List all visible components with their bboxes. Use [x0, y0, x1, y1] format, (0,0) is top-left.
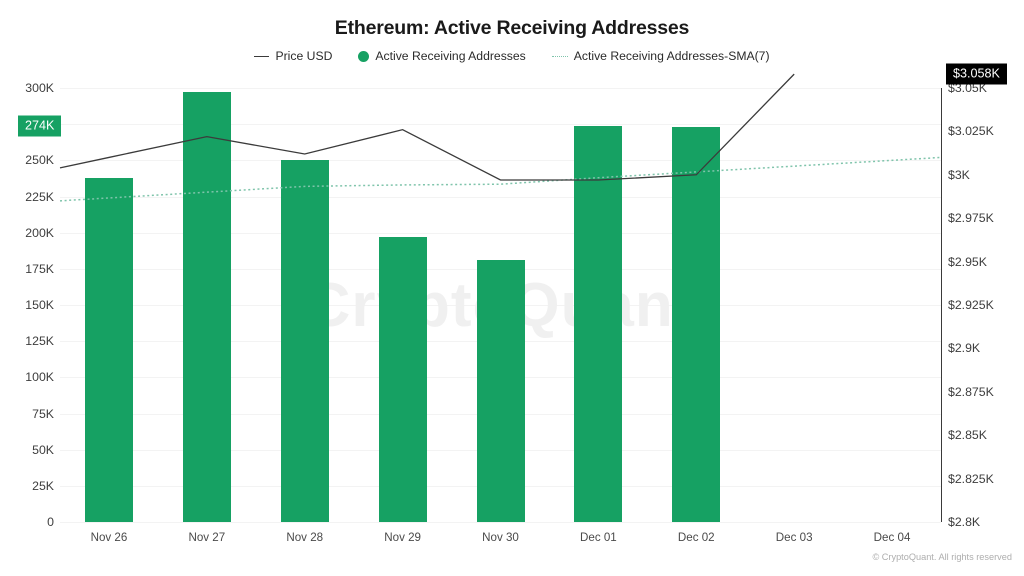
x-axis-tick: Dec 03	[776, 531, 813, 544]
y-axis-right-tick: $2.85K	[948, 428, 987, 442]
x-axis-tick: Nov 29	[384, 531, 421, 544]
x-axis-tick: Dec 02	[678, 531, 715, 544]
y-axis-right-tick: $2.875K	[948, 385, 994, 399]
plot-area: CryptoQuant	[60, 88, 941, 522]
y-axis-right-tick: $2.8K	[948, 515, 980, 529]
copyright-footer: © CryptoQuant. All rights reserved	[872, 552, 1012, 562]
y-axis-left-tick: 200K	[25, 226, 54, 240]
x-axis-tick: Dec 04	[874, 531, 911, 544]
legend-item-active-receiving-addresses-sma[interactable]: Active Receiving Addresses-SMA(7)	[552, 49, 770, 63]
chart-container: Ethereum: Active Receiving Addresses Pri…	[0, 0, 1024, 576]
y-axis-left-tick: 50K	[32, 443, 54, 457]
line-series-overlay	[60, 88, 941, 522]
x-axis-tick: Nov 30	[482, 531, 519, 544]
x-axis-labels: Nov 26 Nov 27 Nov 28 Nov 29 Nov 30 Dec 01 Dec …	[60, 531, 941, 551]
y-axis-right-tick: $3K	[948, 168, 970, 182]
price-line	[60, 74, 794, 180]
y-axis-left-tick: 250K	[25, 153, 54, 167]
page-title: Ethereum: Active Receiving Addresses	[0, 17, 1024, 40]
circle-marker-icon	[358, 51, 369, 62]
y-axis-right-tick: $3.025K	[948, 124, 994, 138]
status-badge-active-addresses: 274K	[18, 115, 61, 136]
status-badge-price: $3.058K	[946, 64, 1007, 85]
y-axis-right-tick: $2.825K	[948, 472, 994, 486]
legend-label: Active Receiving Addresses	[375, 49, 525, 63]
legend-item-price-usd[interactable]: Price USD	[254, 49, 332, 63]
chart-legend: Price USD Active Receiving Addresses Act…	[0, 49, 1024, 63]
x-axis-tick: Nov 26	[91, 531, 128, 544]
y-axis-left-tick: 125K	[25, 334, 54, 348]
legend-label: Active Receiving Addresses-SMA(7)	[574, 49, 770, 63]
y-axis-left-tick: 0	[47, 515, 54, 529]
y-axis-left-tick: 225K	[25, 190, 54, 204]
y-axis-right-tick: $2.9K	[948, 341, 980, 355]
y-axis-right-tick: $2.975K	[948, 211, 994, 225]
legend-label: Price USD	[275, 49, 332, 63]
line-marker-icon	[254, 56, 269, 57]
x-axis-tick: Nov 27	[188, 531, 225, 544]
y-axis-right-labels: $2.8K$2.825K$2.85K$2.875K$2.9K$2.925K$2.…	[948, 88, 1024, 522]
x-axis-tick: Nov 28	[286, 531, 323, 544]
y-axis-left-tick: 300K	[25, 81, 54, 95]
y-axis-left-tick: 100K	[25, 370, 54, 384]
gridline	[60, 522, 941, 523]
sma-line	[60, 157, 941, 200]
x-axis-tick: Dec 01	[580, 531, 617, 544]
y-axis-left-tick: 75K	[32, 407, 54, 421]
dotted-line-marker-icon	[552, 56, 568, 57]
y-axis-right-tick: $2.95K	[948, 255, 987, 269]
y-axis-left-tick: 25K	[32, 479, 54, 493]
y-axis-right-tick: $2.925K	[948, 298, 994, 312]
y-axis-left-labels: 025K50K75K100K125K150K175K200K225K250K30…	[0, 88, 54, 522]
legend-item-active-receiving-addresses[interactable]: Active Receiving Addresses	[358, 49, 525, 63]
y-axis-left-tick: 150K	[25, 298, 54, 312]
y-axis-left-tick: 175K	[25, 262, 54, 276]
y-axis-right-line	[941, 88, 942, 522]
